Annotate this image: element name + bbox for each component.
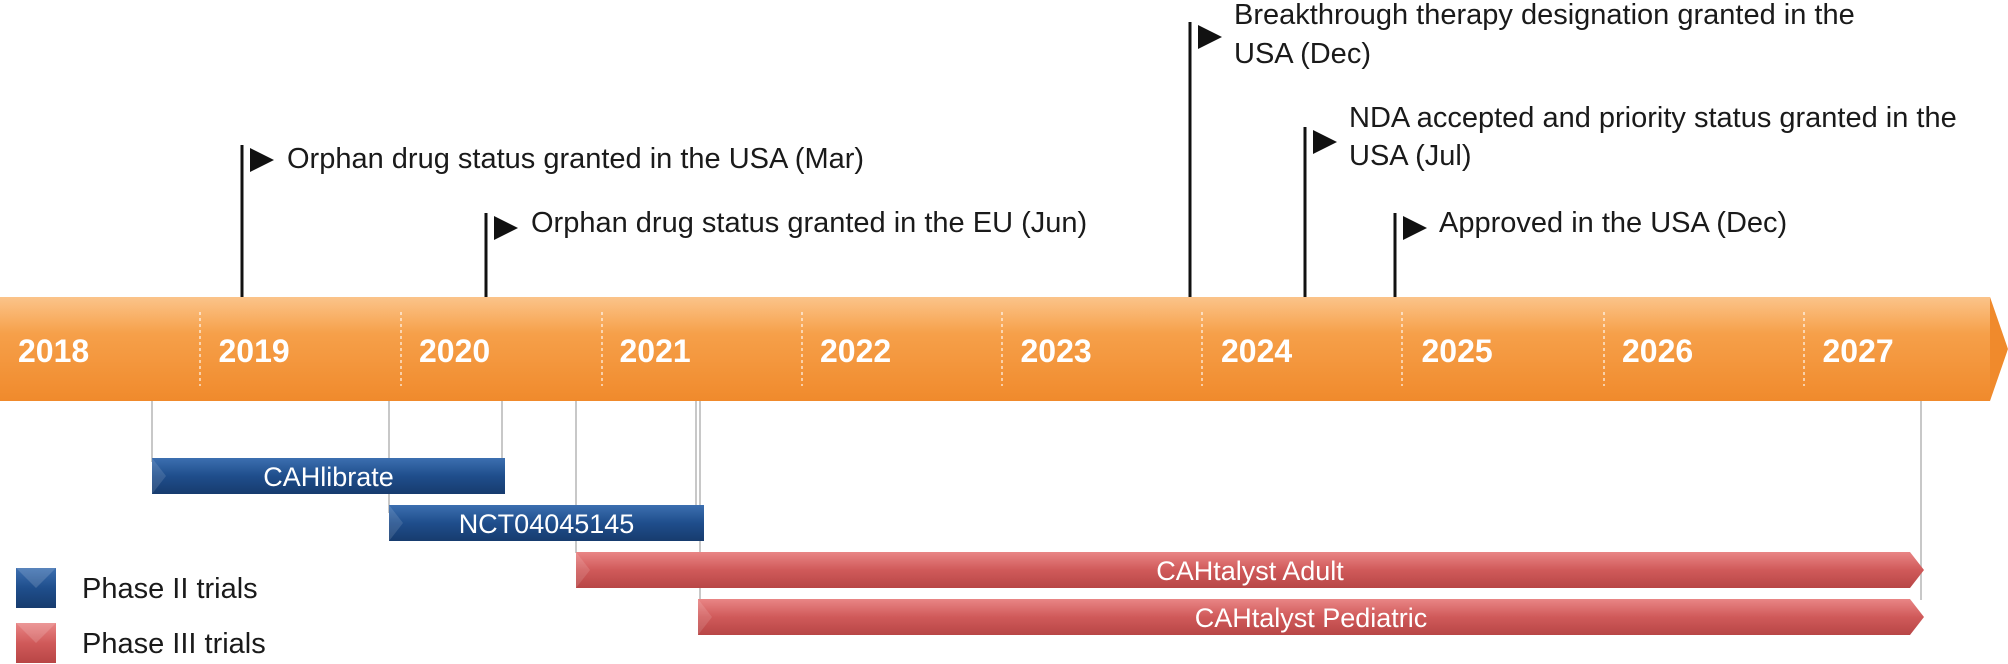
legend-swatch	[16, 568, 56, 608]
year-label: 2025	[1422, 333, 1493, 369]
year-label: 2019	[219, 333, 290, 369]
milestone-label: USA (Jul)	[1349, 140, 1471, 172]
trial-bar: CAHtalyst Pediatric	[698, 599, 1924, 635]
year-label: 2022	[820, 333, 891, 369]
flag-icon	[494, 216, 518, 240]
year-label: 2024	[1221, 333, 1292, 369]
milestone-label: Approved in the USA (Dec)	[1439, 207, 1787, 239]
milestone-event: Orphan drug status granted in the EU (Ju…	[484, 207, 1087, 297]
legend-label: Phase II trials	[82, 573, 258, 605]
legend-swatch	[16, 623, 56, 663]
trial-bars: CAHlibrate NCT04045145 CAHtalyst Adult CAHt…	[152, 458, 1924, 635]
trial-label: CAHtalyst Pediatric	[1195, 603, 1428, 633]
timeline-bar	[0, 297, 2008, 401]
flag-icon	[1403, 216, 1427, 240]
trial-bar-shape	[389, 505, 704, 541]
milestone-label: Breakthrough therapy designation granted…	[1234, 0, 1855, 31]
trial-bar-bevel	[698, 599, 712, 635]
year-label: 2021	[620, 333, 691, 369]
milestone-label: Orphan drug status granted in the USA (M…	[287, 143, 864, 175]
legend-swatch-bevel	[16, 623, 56, 643]
year-labels: 2018 2019 2020 2021 2022 2023 2024 2025 2026 2027	[18, 333, 1894, 369]
trial-bar-shape	[698, 599, 1924, 635]
legend-label: Phase III trials	[82, 628, 266, 660]
trial-label: CAHtalyst Adult	[1156, 556, 1344, 586]
milestone-event: Orphan drug status granted in the USA (M…	[240, 143, 864, 297]
milestone-event: Approved in the USA (Dec)	[1393, 207, 1787, 297]
trial-bar: CAHlibrate	[152, 458, 505, 494]
trial-bar-bevel	[389, 505, 403, 541]
trial-bar-bevel	[576, 552, 590, 588]
trial-label: NCT04045145	[459, 509, 635, 539]
flag-icon	[1198, 25, 1222, 49]
milestone-event: NDA accepted and priority status granted…	[1303, 102, 1957, 297]
year-dividers	[199, 312, 1805, 386]
milestone-events: Orphan drug status granted in the USA (M…	[240, 0, 1957, 297]
year-label: 2026	[1622, 333, 1693, 369]
milestone-event: Breakthrough therapy designation granted…	[1188, 0, 1855, 297]
year-label: 2018	[18, 333, 89, 369]
trial-bar: NCT04045145	[389, 505, 704, 541]
year-label: 2023	[1021, 333, 1092, 369]
milestone-label: Orphan drug status granted in the EU (Ju…	[531, 207, 1087, 239]
legend-swatch-bevel	[16, 568, 56, 588]
milestone-label: NDA accepted and priority status granted…	[1349, 102, 1957, 134]
trial-label: CAHlibrate	[263, 462, 394, 492]
trial-bar-bevel	[152, 458, 166, 494]
year-label: 2020	[419, 333, 490, 369]
trial-bar-shape	[576, 552, 1924, 588]
flag-icon	[1313, 130, 1337, 154]
legend: Phase II trials Phase III trials	[16, 568, 266, 663]
legend-item: Phase II trials	[16, 568, 258, 608]
trial-bar: CAHtalyst Adult	[576, 552, 1924, 588]
legend-item: Phase III trials	[16, 623, 266, 663]
milestone-label: USA (Dec)	[1234, 38, 1371, 70]
flag-icon	[250, 148, 274, 172]
year-label: 2027	[1823, 333, 1894, 369]
trial-bar-shape	[152, 458, 505, 494]
